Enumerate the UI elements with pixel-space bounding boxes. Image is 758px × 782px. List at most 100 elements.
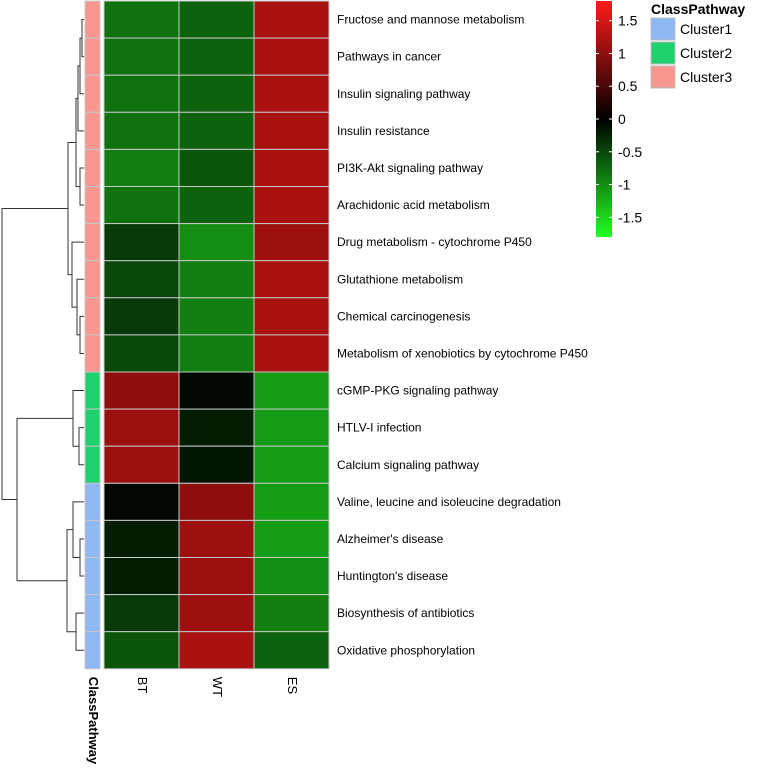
row-label: Huntington's disease [337, 569, 448, 583]
column-label: WT [210, 677, 225, 697]
heatmap-cell [178, 260, 255, 299]
color-tick-label: 1 [618, 45, 626, 61]
heatmap-cell [103, 186, 180, 225]
heatmap-cell [103, 557, 180, 596]
heatmap-cell [178, 334, 255, 373]
heatmap-cell [178, 631, 255, 670]
heatmap-cell [253, 334, 330, 373]
heatmap-cell [178, 557, 255, 596]
heatmap-cell [103, 445, 180, 484]
column-labels: BT WT ES [135, 677, 300, 697]
heatmap-cell [178, 223, 255, 262]
heatmap-cell [253, 186, 330, 225]
dendrogram-branch [16, 417, 73, 582]
heatmap-cell [103, 334, 180, 373]
dendrogram-branch [72, 501, 84, 558]
heatmap-cell [103, 519, 180, 559]
color-tick-label: 1.5 [618, 13, 638, 29]
row-dendrogram [1, 19, 84, 651]
heatmap-cell [178, 445, 255, 484]
heatmap-cell [253, 408, 330, 447]
annotation-cell [84, 445, 101, 484]
color-tick-label: 0.5 [618, 78, 638, 94]
row-label: Insulin signaling pathway [337, 87, 470, 101]
row-label: Metabolism of xenobiotics by cytochrome … [337, 346, 588, 360]
row-label: Fructose and mannose metabolism [337, 13, 524, 27]
annotation-cell [84, 334, 101, 373]
row-label: Valine, leucine and isoleucine degradati… [337, 495, 561, 509]
heatmap-cell [253, 557, 330, 596]
heatmap-cell [253, 519, 330, 559]
dendrogram-branch [78, 427, 84, 466]
annotation-cell [84, 631, 101, 670]
heatmap-cell [178, 594, 255, 633]
row-label: Drug metabolism - cytochrome P450 [337, 235, 532, 249]
column-label: ES [285, 677, 300, 695]
heatmap-cell [178, 186, 255, 225]
heatmap-cell [253, 594, 330, 633]
heatmap-cell [178, 519, 255, 559]
annotation-cell [84, 297, 101, 336]
row-label: Calcium signaling pathway [337, 458, 479, 472]
legend-label: Cluster3 [680, 69, 732, 85]
heatmap-cell [103, 631, 180, 670]
dendrogram-branch [79, 538, 84, 577]
heatmap-cell [253, 223, 330, 262]
heatmap-cell [178, 37, 255, 76]
annotation-cell [84, 594, 101, 633]
heatmap-cell [253, 297, 330, 336]
row-label: Alzheimer's disease [337, 532, 444, 546]
dendrogram-branch [75, 612, 84, 651]
dendrogram-branch [66, 529, 76, 633]
annotation-cell [84, 148, 101, 187]
cluster-annotation-bar [84, 0, 101, 670]
annotation-cell [84, 186, 101, 225]
row-label: Insulin resistance [337, 124, 430, 138]
heatmap-cell [253, 260, 330, 299]
row-label: Pathways in cancer [337, 50, 441, 64]
heatmap-cell [178, 0, 255, 39]
annotation-cell [84, 260, 101, 299]
color-tick-label: -0.5 [618, 144, 642, 160]
row-labels: Fructose and mannose metabolism Pathways … [337, 13, 588, 658]
annotation-cell [84, 408, 101, 447]
heatmap-cell [178, 371, 255, 410]
row-label: Glutathione metabolism [337, 272, 463, 286]
heatmap-cell [103, 111, 180, 150]
cluster-legend: ClassPathway Cluster1 Cluster2 Cluster3 [650, 1, 745, 89]
annotation-cell [84, 557, 101, 596]
heatmap-cell [178, 297, 255, 336]
color-bar [596, 1, 612, 237]
color-tick-label: -1 [618, 177, 631, 193]
heatmap-cell [178, 148, 255, 187]
heatmap-cells [103, 0, 330, 670]
heatmap-cell [253, 482, 330, 521]
legend-label: Cluster1 [680, 21, 732, 37]
heatmap-cell [253, 371, 330, 410]
heatmap-cell [103, 371, 180, 410]
column-label: BT [135, 677, 150, 694]
legend-swatch [650, 65, 676, 89]
color-tick-label: -1.5 [618, 209, 642, 225]
heatmap-cell [103, 0, 180, 39]
annotation-cell [84, 371, 101, 410]
heatmap-cell [253, 148, 330, 187]
heatmap-cell [178, 408, 255, 447]
heatmap-cell [103, 260, 180, 299]
heatmap-cell [103, 408, 180, 447]
heatmap-cell [103, 594, 180, 633]
heatmap-cell [103, 74, 180, 113]
dendrogram-branch [77, 65, 84, 132]
row-label: cGMP-PKG signaling pathway [337, 384, 498, 398]
row-label: HTLV-I infection [337, 421, 421, 435]
legend-swatch [650, 41, 676, 65]
annotation-cell [84, 0, 101, 39]
heatmap-cell [253, 445, 330, 484]
heatmap-cell [253, 631, 330, 670]
dendrogram-branch [71, 241, 84, 308]
heatmap-cell [103, 148, 180, 187]
row-label: PI3K-Akt signaling pathway [337, 161, 483, 175]
heatmap-cell [103, 37, 180, 76]
annotation-cell [84, 223, 101, 262]
color-tick-label: 0 [618, 111, 626, 127]
